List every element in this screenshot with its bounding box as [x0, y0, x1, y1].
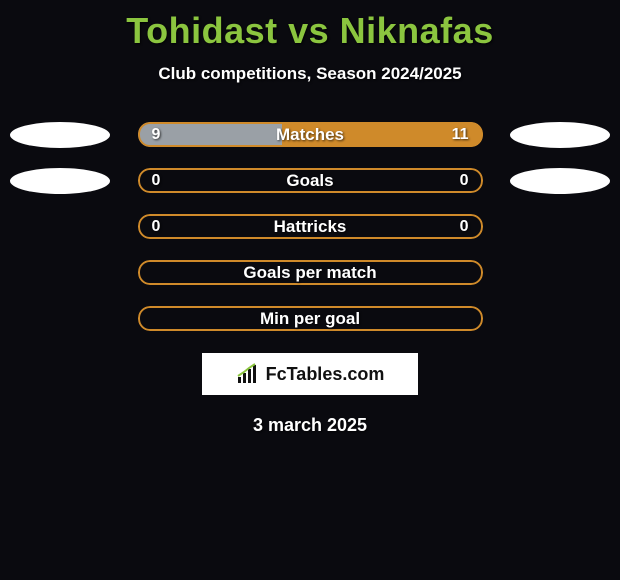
stat-row: Goals per match: [0, 260, 620, 285]
stat-row: 0 0 Hattricks: [0, 214, 620, 239]
stat-label: Min per goal: [260, 309, 360, 329]
stat-value-left: 0: [152, 218, 161, 236]
stat-value-left: 9: [152, 126, 161, 144]
stat-value-left: 0: [152, 172, 161, 190]
stat-label: Hattricks: [274, 217, 347, 237]
stat-label: Goals: [286, 171, 333, 191]
stat-row: 0 0 Goals: [0, 168, 620, 193]
brand-logo-icon: [236, 363, 262, 385]
stat-label: Goals per match: [243, 263, 376, 283]
stats-container: 9 11 Matches 0 0 Goals 0 0 Hattricks Goals per ma…: [0, 122, 620, 331]
stat-bar: Goals per match: [138, 260, 483, 285]
stat-row: 9 11 Matches: [0, 122, 620, 147]
player-left-ellipse: [10, 168, 110, 194]
stat-bar: Min per goal: [138, 306, 483, 331]
player-right-ellipse: [510, 122, 610, 148]
stat-label: Matches: [276, 125, 344, 145]
date-label: 3 march 2025: [0, 415, 620, 436]
stat-bar: 0 0 Hattricks: [138, 214, 483, 239]
page-title: Tohidast vs Niknafas: [0, 0, 620, 52]
stat-value-right: 0: [460, 172, 469, 190]
page-subtitle: Club competitions, Season 2024/2025: [0, 64, 620, 84]
player-right-ellipse: [510, 168, 610, 194]
stat-bar: 0 0 Goals: [138, 168, 483, 193]
player-left-ellipse: [10, 122, 110, 148]
stat-value-right: 11: [452, 126, 469, 144]
brand-label: FcTables.com: [266, 364, 385, 385]
stat-bar: 9 11 Matches: [138, 122, 483, 147]
stat-value-right: 0: [460, 218, 469, 236]
brand-box: FcTables.com: [202, 353, 418, 395]
stat-row: Min per goal: [0, 306, 620, 331]
